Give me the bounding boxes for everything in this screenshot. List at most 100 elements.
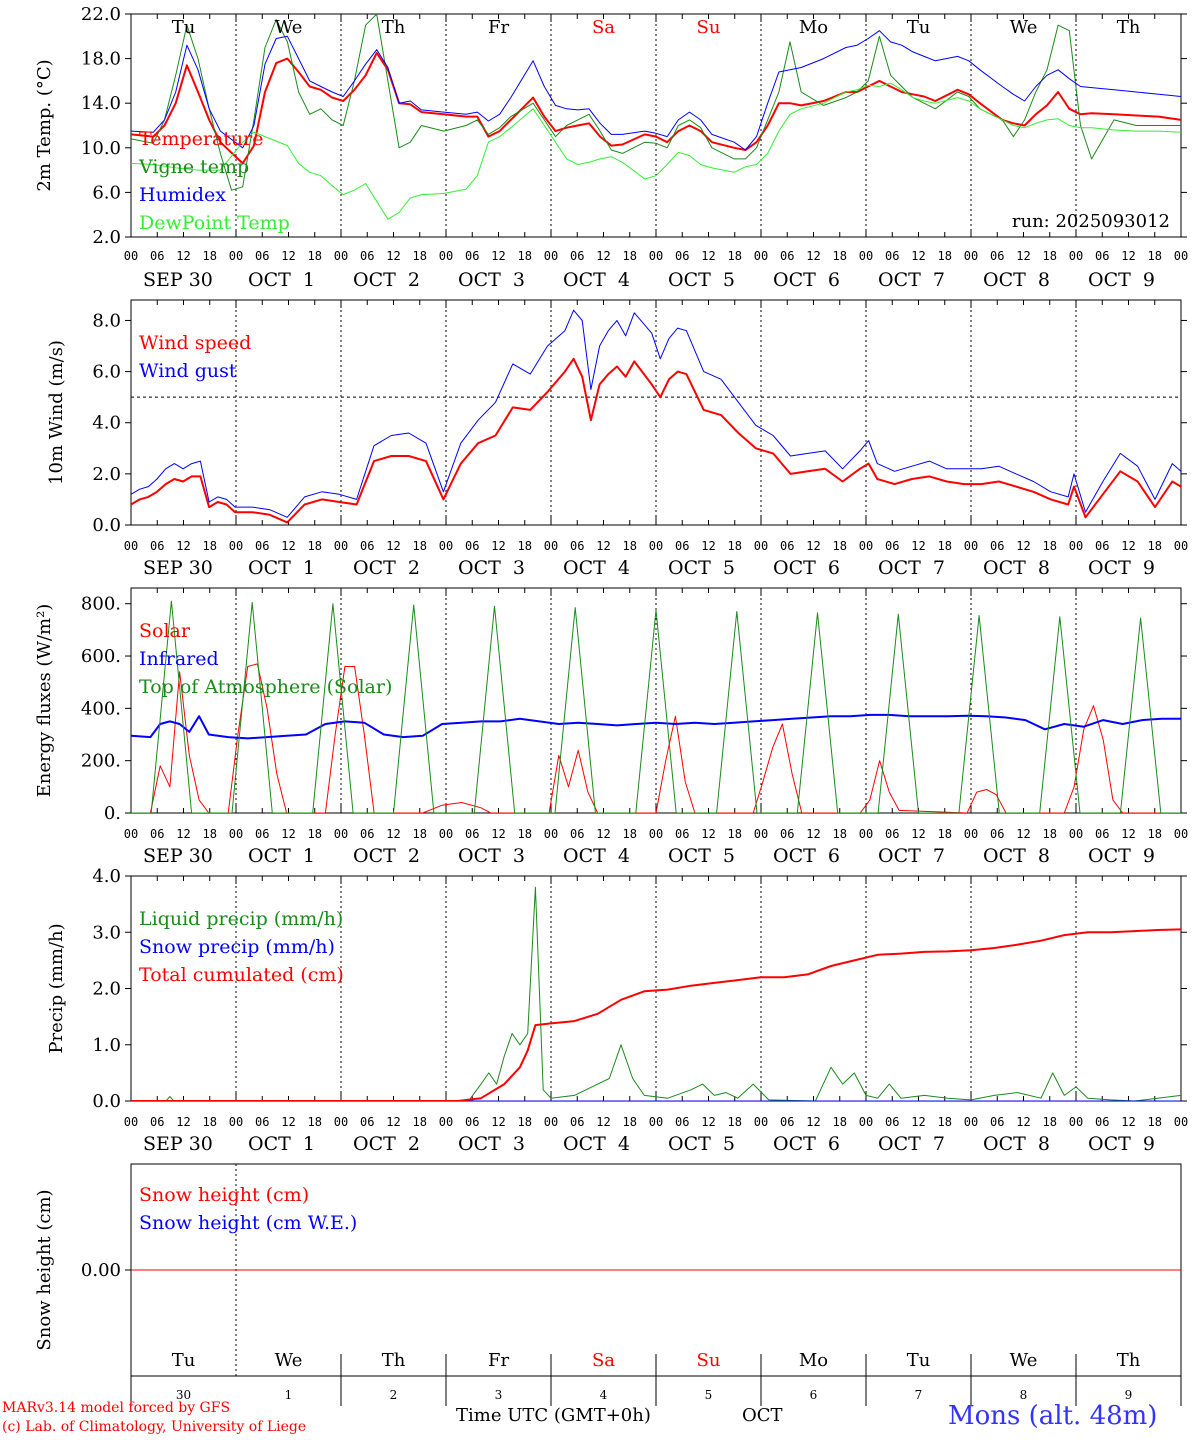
snow-day-number: 30 (176, 1388, 191, 1402)
temp-day-label: We (1010, 17, 1038, 38)
precip-hour-label: 18 (728, 1115, 742, 1129)
energy-series-infrared (131, 713, 1181, 740)
precip-hour-label: 06 (1095, 1115, 1109, 1129)
temp-hour-label: 00 (964, 249, 978, 263)
temp-legend-2: Humidex (139, 184, 226, 206)
energy-hour-label: 00 (124, 827, 138, 841)
snow-day-label: Fr (488, 1350, 509, 1371)
precip-ytick-label: 4.0 (92, 866, 121, 887)
energy-hour-label: 18 (1148, 827, 1162, 841)
wind-hour-label: 06 (255, 539, 269, 553)
wind-hour-label: 06 (990, 539, 1004, 553)
wind-hour-label: 00 (439, 539, 453, 553)
snow-day-number: 8 (1020, 1388, 1028, 1402)
snow-legend-0: Snow height (cm) (139, 1184, 309, 1206)
energy-date-label: OCT 5 (668, 845, 735, 867)
temp-hour-label: 18 (938, 249, 952, 263)
temp-day-label: Sa (592, 17, 615, 38)
precip-hour-label: 12 (281, 1115, 295, 1129)
energy-hour-label: 00 (439, 827, 453, 841)
wind-hour-label: 18 (308, 539, 322, 553)
temp-hour-label: 12 (911, 249, 925, 263)
station-label: Mons (alt. 48m) (948, 1401, 1158, 1431)
temp-ytick-label: 18.0 (81, 49, 121, 70)
wind-ytick-label: 0.0 (92, 515, 121, 536)
snow-day-label: Sa (592, 1350, 615, 1371)
temp-hour-label: 00 (754, 249, 768, 263)
temp-ytick-label: 22.0 (81, 4, 121, 25)
wind-hour-label: 12 (596, 539, 610, 553)
energy-hour-label: 18 (623, 827, 637, 841)
energy-ytick-label: 0. (104, 803, 121, 824)
temp-hour-label: 12 (176, 249, 190, 263)
temp-day-label: We (275, 17, 303, 38)
precip-hour-label: 12 (491, 1115, 505, 1129)
wind-series-wind-speed (131, 357, 1181, 524)
precip-hour-label: 00 (649, 1115, 663, 1129)
energy-hour-label: 06 (360, 827, 374, 841)
precip-hour-label: 12 (911, 1115, 925, 1129)
precip-hour-label: 00 (859, 1115, 873, 1129)
precip-hour-label: 12 (1121, 1115, 1135, 1129)
energy-series-top-of-atmosphere-solar- (131, 600, 1181, 813)
precip-legend-0: Liquid precip (mm/h) (139, 908, 343, 930)
wind-hour-label: 06 (675, 539, 689, 553)
snow-day-label: Mo (799, 1350, 828, 1371)
temp-hour-label: 18 (413, 249, 427, 263)
energy-series-solar (131, 663, 1181, 813)
wind-hour-label: 00 (334, 539, 348, 553)
temp-hour-label: 18 (1043, 249, 1057, 263)
energy-ytick-label: 600. (81, 646, 121, 667)
wind-date-label: OCT 5 (668, 557, 735, 579)
wind-date-label: OCT 7 (878, 557, 945, 579)
panel-temp (125, 13, 1187, 238)
temp-ylabel: 2m Temp. (°C) (34, 59, 55, 191)
wind-legend-0: Wind speed (139, 332, 251, 354)
temp-day-label: Su (697, 17, 721, 38)
energy-hour-label: 06 (465, 827, 479, 841)
wind-ytick-label: 4.0 (92, 413, 121, 434)
temp-hour-label: 00 (334, 249, 348, 263)
precip-hour-label: 00 (754, 1115, 768, 1129)
precip-hour-label-last: 00 (1174, 1115, 1188, 1129)
wind-series-wind-gust (131, 309, 1181, 518)
precip-hour-label: 06 (570, 1115, 584, 1129)
temp-hour-label: 00 (649, 249, 663, 263)
precip-hour-label: 12 (176, 1115, 190, 1129)
precip-hour-label: 18 (1148, 1115, 1162, 1129)
snow-day-label: Tu (172, 1350, 196, 1371)
energy-ylabel: Energy fluxes (W/m²) (34, 604, 55, 798)
energy-legend-1: Infrared (139, 648, 219, 670)
temp-hour-label: 06 (570, 249, 584, 263)
wind-hour-label: 06 (150, 539, 164, 553)
precip-date-label: SEP 30 (143, 1133, 213, 1155)
energy-date-label: OCT 6 (773, 845, 840, 867)
energy-date-label: OCT 3 (458, 845, 525, 867)
energy-hour-label: 06 (570, 827, 584, 841)
energy-hour-label: 00 (964, 827, 978, 841)
wind-hour-label: 12 (281, 539, 295, 553)
energy-date-label: OCT 8 (983, 845, 1050, 867)
energy-legend-0: Solar (139, 620, 191, 642)
wind-hour-label: 00 (544, 539, 558, 553)
temp-ytick-label: 14.0 (81, 93, 121, 114)
precip-hour-label: 18 (623, 1115, 637, 1129)
precip-ylabel: Precip (mm/h) (46, 923, 67, 1053)
energy-hour-label: 06 (780, 827, 794, 841)
wind-hour-label: 12 (176, 539, 190, 553)
precip-ytick-label: 0.0 (92, 1091, 121, 1112)
energy-hour-label: 12 (1121, 827, 1135, 841)
energy-hour-label: 00 (649, 827, 663, 841)
temp-hour-label: 18 (308, 249, 322, 263)
wind-ytick-label: 6.0 (92, 362, 121, 383)
temp-date-label: OCT 9 (1088, 269, 1155, 291)
precip-ytick-label: 3.0 (92, 922, 121, 943)
energy-date-label: OCT 7 (878, 845, 945, 867)
temp-date-label: SEP 30 (143, 269, 213, 291)
run-label: run: 2025093012 (1012, 211, 1170, 232)
snow-day-label: We (275, 1350, 303, 1371)
wind-date-label: OCT 8 (983, 557, 1050, 579)
wind-hour-label: 12 (491, 539, 505, 553)
temp-hour-label: 00 (124, 249, 138, 263)
